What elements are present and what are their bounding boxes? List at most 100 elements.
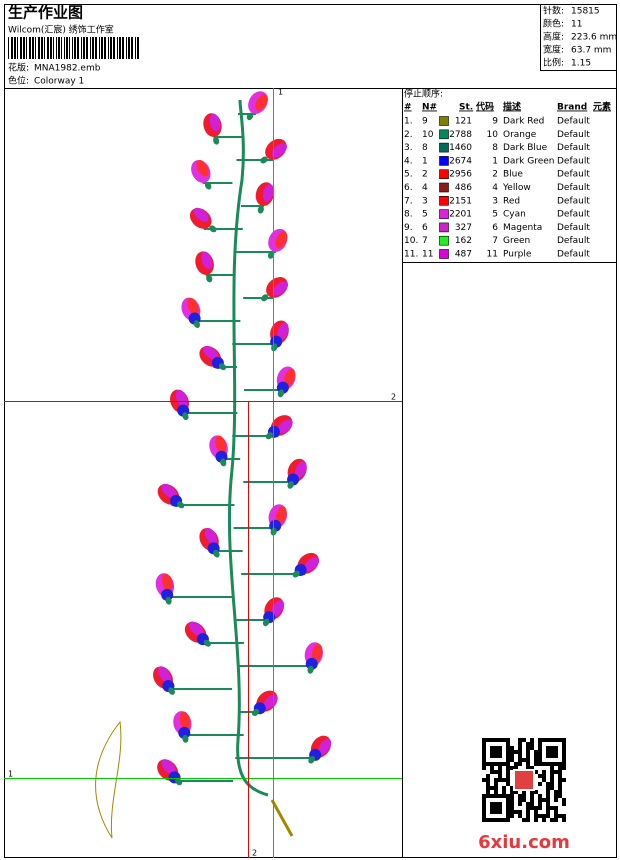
row-code: 5 bbox=[492, 210, 498, 220]
barcode-bar bbox=[23, 37, 25, 59]
row-stitches: 162 bbox=[455, 236, 472, 246]
qr-module bbox=[554, 794, 558, 798]
qr-module bbox=[538, 802, 542, 806]
qr-module bbox=[510, 754, 514, 758]
qr-module bbox=[506, 770, 510, 774]
flower-bud bbox=[189, 207, 217, 233]
qr-module bbox=[542, 738, 546, 742]
row-brand: Default bbox=[557, 130, 590, 140]
qr-module bbox=[546, 790, 550, 794]
qr-module bbox=[482, 806, 486, 810]
row-stitches: 2788 bbox=[449, 130, 472, 140]
qr-module bbox=[498, 738, 502, 742]
leaf-outline bbox=[95, 720, 122, 839]
qr-module bbox=[538, 742, 542, 746]
row-code: 3 bbox=[492, 196, 498, 206]
qr-module bbox=[550, 750, 554, 754]
color-swatch bbox=[439, 169, 449, 179]
qr-module bbox=[482, 754, 486, 758]
thread-tail bbox=[270, 799, 294, 837]
flower-bud bbox=[209, 435, 228, 467]
row-needle: 8 bbox=[422, 143, 428, 153]
qr-module bbox=[482, 802, 486, 806]
barcode-bar bbox=[47, 37, 49, 59]
qr-module bbox=[518, 738, 522, 742]
row-code: 11 bbox=[487, 250, 498, 260]
qr-module bbox=[542, 778, 546, 782]
bud-calyx bbox=[257, 205, 264, 214]
color-swatch bbox=[439, 182, 449, 193]
qr-module bbox=[498, 806, 502, 810]
qr-module bbox=[530, 806, 534, 810]
qr-code bbox=[482, 738, 566, 822]
row-code: 7 bbox=[492, 236, 498, 246]
qr-module bbox=[558, 738, 562, 742]
qr-module bbox=[534, 750, 538, 754]
qr-module bbox=[514, 810, 518, 814]
row-code: 9 bbox=[492, 117, 498, 127]
bud-calyx bbox=[213, 136, 220, 145]
stem bbox=[227, 99, 269, 797]
stat-label: 宽度: bbox=[543, 44, 564, 56]
barcode-bar bbox=[32, 37, 34, 59]
qr-module bbox=[554, 814, 558, 818]
qr-module bbox=[522, 794, 526, 798]
guide-label: 2 bbox=[391, 393, 396, 402]
qr-module bbox=[486, 782, 490, 786]
color-swatch bbox=[439, 249, 449, 259]
color-swatch bbox=[439, 235, 449, 246]
row-stitches: 2674 bbox=[449, 156, 472, 166]
row-order: 10. bbox=[404, 236, 418, 246]
qr-module bbox=[490, 810, 494, 814]
qr-module bbox=[550, 770, 554, 774]
qr-module bbox=[522, 818, 526, 822]
barcode-bar bbox=[14, 37, 16, 59]
flower-bud bbox=[203, 113, 222, 145]
flower-bud bbox=[173, 711, 192, 743]
barcode-bar bbox=[83, 37, 85, 59]
field-label: 花版: bbox=[8, 62, 29, 74]
qr-module bbox=[506, 794, 510, 798]
qr-module bbox=[538, 754, 542, 758]
qr-module bbox=[546, 794, 550, 798]
row-needle: 2 bbox=[422, 170, 428, 180]
qr-module bbox=[506, 766, 510, 770]
qr-module bbox=[526, 746, 530, 750]
bud-calyx bbox=[203, 639, 211, 647]
flower-bud bbox=[262, 597, 284, 627]
qr-module bbox=[506, 738, 510, 742]
embroidery-design bbox=[4, 88, 402, 858]
stat-label: 比例: bbox=[543, 57, 564, 69]
page-border bbox=[4, 4, 617, 858]
stat-value: 15815 bbox=[571, 7, 600, 17]
qr-module bbox=[490, 762, 494, 766]
qr-module bbox=[506, 742, 510, 746]
flower-bud bbox=[267, 228, 288, 259]
guide-label: 1 bbox=[8, 770, 13, 779]
qr-module bbox=[494, 810, 498, 814]
barcode-bar bbox=[50, 37, 52, 59]
qr-module bbox=[506, 762, 510, 766]
qr-module bbox=[506, 806, 510, 810]
barcode-bar bbox=[44, 37, 45, 59]
qr-module bbox=[490, 750, 494, 754]
bud-calyx bbox=[252, 708, 260, 716]
qr-module bbox=[550, 782, 554, 786]
bud-calyx bbox=[287, 481, 294, 489]
barcode-bar bbox=[66, 37, 68, 59]
qr-module bbox=[538, 794, 542, 798]
barcode-bar bbox=[35, 37, 36, 59]
qr-module bbox=[550, 774, 554, 778]
bud-petals bbox=[275, 506, 287, 524]
bud-calyx bbox=[260, 156, 268, 164]
row-code: 1 bbox=[492, 156, 498, 166]
column-header: 代码 bbox=[475, 101, 494, 113]
qr-module bbox=[546, 814, 550, 818]
qr-module bbox=[506, 758, 510, 762]
stat-label: 高度: bbox=[543, 31, 564, 43]
qr-module bbox=[546, 754, 550, 758]
flower-bud bbox=[268, 504, 288, 536]
row-brand: Default bbox=[557, 250, 590, 260]
qr-module bbox=[482, 746, 486, 750]
bud-petals bbox=[277, 322, 289, 340]
